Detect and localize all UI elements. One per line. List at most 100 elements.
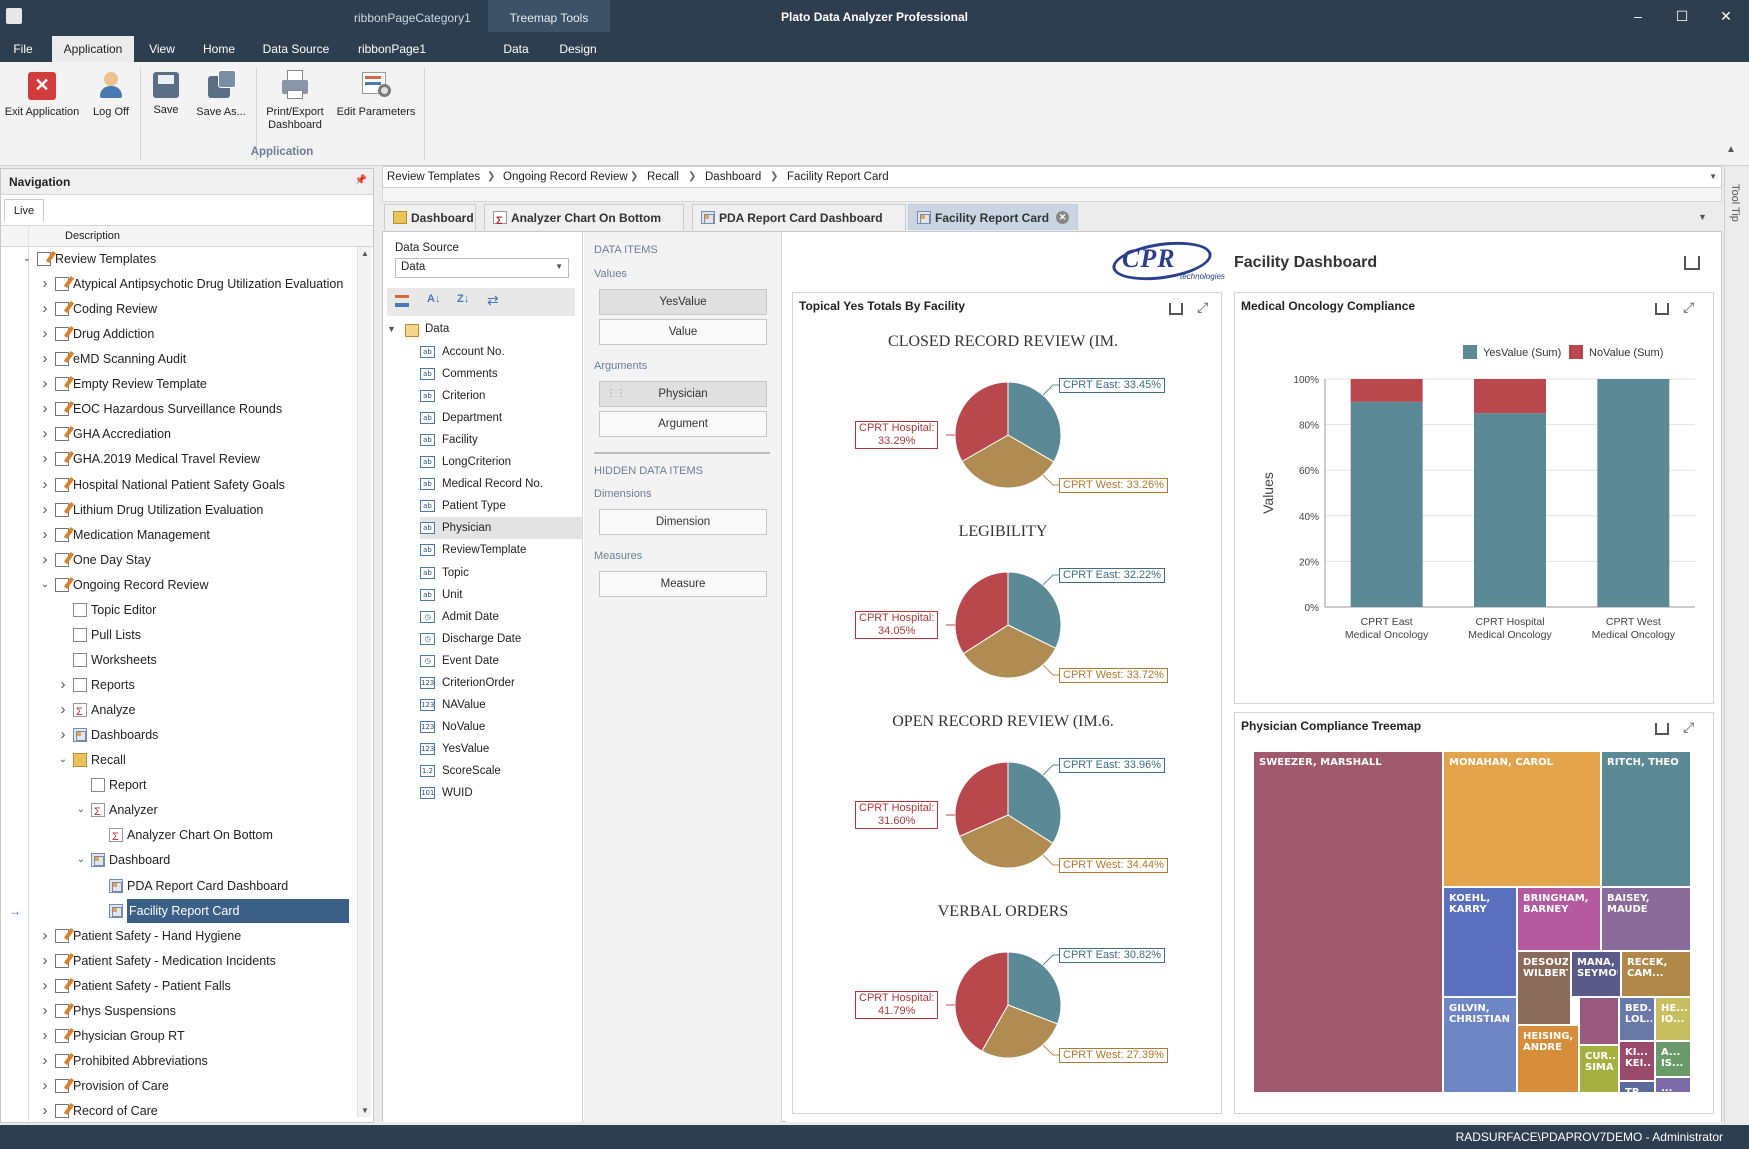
menu-file[interactable]: File (13, 42, 33, 56)
pie-slice-west[interactable] (962, 624, 1057, 679)
breadcrumb-item[interactable]: Dashboard (705, 171, 762, 183)
collapse-arrow-icon[interactable]: ⌄ (76, 804, 86, 816)
tree-item[interactable]: › Drug Addiction (1, 322, 357, 346)
tree-item[interactable]: Analyzer Chart On Bottom (1, 823, 357, 849)
save-button[interactable]: Save (146, 68, 186, 117)
breadcrumb-item[interactable]: Ongoing Record Review (503, 171, 628, 183)
tree-item[interactable]: Report (1, 773, 357, 797)
treemap-cell[interactable]: KI... KEI... (1619, 1040, 1655, 1081)
tab-live[interactable]: Live (4, 199, 44, 221)
pie-slice-hospital[interactable] (954, 571, 1009, 655)
menu-home[interactable]: Home (202, 42, 235, 56)
tree-item[interactable]: Worksheets (1, 648, 357, 672)
breadcrumb-item[interactable]: Review Templates (387, 171, 481, 183)
field-item[interactable]: 123 YesValue (420, 738, 582, 760)
expand-arrow-icon[interactable]: › (60, 726, 66, 744)
treemap-cell[interactable]: A... IS... (1655, 1040, 1691, 1077)
treemap-cell[interactable]: DESOUZA, WILBERT (1517, 951, 1571, 1025)
treemap-cell[interactable]: KOEHL, KARRY (1443, 887, 1517, 997)
tree-item[interactable]: ⌄ Dashboard (1, 848, 357, 872)
maximize-icon[interactable]: ⤢ (1683, 719, 1695, 735)
bar-novalue[interactable] (1350, 379, 1423, 402)
menu-application[interactable]: Application (52, 36, 134, 62)
field-item[interactable]: 123 NoValue (420, 716, 582, 738)
breadcrumb-dropdown-icon[interactable]: ▼ (1709, 172, 1717, 181)
tree-item[interactable]: Pull Lists (1, 623, 357, 647)
maximize-icon[interactable]: ⤢ (1683, 299, 1695, 315)
sort-descending-icon[interactable]: Z↓ (457, 293, 470, 305)
pin-icon[interactable]: 📌 (354, 175, 367, 186)
field-item[interactable]: ab Comments (420, 363, 582, 385)
pie-slice-hospital[interactable] (954, 951, 1009, 1052)
field-item[interactable]: ab Criterion (420, 385, 582, 407)
bar-yesvalue[interactable] (1474, 413, 1546, 607)
sort-ascending-icon[interactable]: A↓ (427, 293, 441, 305)
field-item[interactable]: 123 CriterionOrder (420, 672, 582, 694)
scroll-up-icon[interactable]: ▲ (361, 249, 369, 258)
breadcrumb-item[interactable]: Facility Report Card (787, 171, 889, 183)
field-item[interactable]: ab Facility (420, 429, 582, 451)
treemap-cell[interactable]: ... (1655, 1077, 1691, 1094)
group-fields-icon[interactable] (395, 295, 409, 307)
pie-slice-east[interactable] (1007, 951, 1062, 1025)
drag-handle-icon[interactable]: ⋮⋮ (606, 388, 626, 399)
expand-arrow-icon[interactable]: › (42, 300, 48, 318)
expand-arrow-icon[interactable]: › (42, 1076, 48, 1094)
menu-view[interactable]: View (149, 42, 175, 56)
legend-entry[interactable]: NoValue (Sum) (1589, 347, 1663, 359)
tree-item[interactable]: › Patient Safety - Hand Hygiene (1, 924, 357, 948)
value-placeholder[interactable]: Value (599, 319, 767, 345)
expand-arrow-icon[interactable]: › (60, 701, 66, 719)
tree-item[interactable]: › Coding Review (1, 297, 357, 321)
pie-slice-west[interactable] (958, 814, 1054, 869)
pie-slice-hospital[interactable] (954, 381, 1009, 463)
legend-entry[interactable]: YesValue (Sum) (1483, 347, 1561, 359)
expand-arrow-icon[interactable]: › (42, 425, 48, 443)
tab-facility-report-card[interactable]: Facility Report Card ✕ (908, 204, 1078, 230)
dashboard-export-icon[interactable] (1684, 256, 1700, 270)
tree-item[interactable]: › Phys Suspensions (1, 999, 357, 1023)
close-icon[interactable]: ✕ (1720, 8, 1732, 24)
save-as-button[interactable]: Save As... (192, 68, 250, 119)
field-item[interactable]: ab Account No. (420, 341, 582, 363)
treemap-tools-context-tab[interactable]: Treemap Tools (488, 0, 610, 32)
tree-item[interactable]: ⌄ Analyzer (1, 798, 357, 824)
tree-collapse-icon[interactable]: ▼ (387, 324, 396, 334)
expand-arrow-icon[interactable]: › (42, 1102, 48, 1120)
edit-parameters-button[interactable]: Edit Parameters (334, 68, 418, 119)
field-item[interactable]: ◷ Event Date (420, 650, 582, 672)
tree-item[interactable]: PDA Report Card Dashboard (1, 874, 357, 898)
collapse-arrow-icon[interactable]: ⌄ (40, 578, 50, 590)
treemap-cell[interactable]: BAISEY, MAUDE (1601, 887, 1691, 951)
tree-item[interactable]: › Lithium Drug Utilization Evaluation (1, 498, 357, 522)
expand-arrow-icon[interactable]: › (42, 1001, 48, 1019)
treemap-cell[interactable]: GILVIN, CHRISTIAN (1443, 997, 1517, 1093)
field-item[interactable]: ab Unit (420, 584, 582, 606)
bar-novalue[interactable] (1474, 379, 1546, 414)
refresh-fields-icon[interactable]: ⇄ (487, 292, 499, 308)
tree-item[interactable]: › Atypical Antipsychotic Drug Utilization… (1, 272, 357, 296)
tree-item[interactable]: ⌄ Ongoing Record Review (1, 573, 357, 597)
treemap-cell[interactable]: HE... IO... (1655, 997, 1691, 1041)
expand-arrow-icon[interactable]: › (42, 951, 48, 969)
expand-arrow-icon[interactable]: › (42, 325, 48, 343)
tree-item[interactable]: › Patient Safety - Medication Incidents (1, 949, 357, 973)
field-item[interactable]: ab Topic (420, 562, 582, 584)
tool-tip-tab[interactable]: Tool Tip (1729, 184, 1741, 222)
tab-analyzer-chart-on-bottom[interactable]: Analyzer Chart On Bottom (484, 204, 684, 234)
exit-application-button[interactable]: ✕ Exit Application (2, 68, 82, 119)
treemap-cell[interactable]: RITCH, THEO (1601, 751, 1691, 887)
tree-item[interactable]: › Hospital National Patient Safety Goals (1, 473, 357, 497)
tree-item[interactable]: › Prohibited Abbreviations (1, 1049, 357, 1073)
maximize-icon[interactable]: ⤢ (1197, 299, 1209, 315)
expand-arrow-icon[interactable]: › (42, 500, 48, 518)
treemap-cell[interactable]: HEISING, ANDRE (1517, 1025, 1579, 1093)
tree-item[interactable]: › Medication Management (1, 523, 357, 547)
tree-item[interactable]: › Record of Care (1, 1099, 357, 1123)
tree-item[interactable]: › Provision of Care (1, 1074, 357, 1098)
expand-arrow-icon[interactable]: › (42, 1051, 48, 1069)
tree-item[interactable]: ⌄ Review Templates (1, 247, 357, 271)
treemap-cell[interactable]: MONAHAN, CAROL (1443, 751, 1601, 887)
menu-design[interactable]: Design (559, 42, 597, 56)
expand-arrow-icon[interactable]: › (42, 350, 48, 368)
